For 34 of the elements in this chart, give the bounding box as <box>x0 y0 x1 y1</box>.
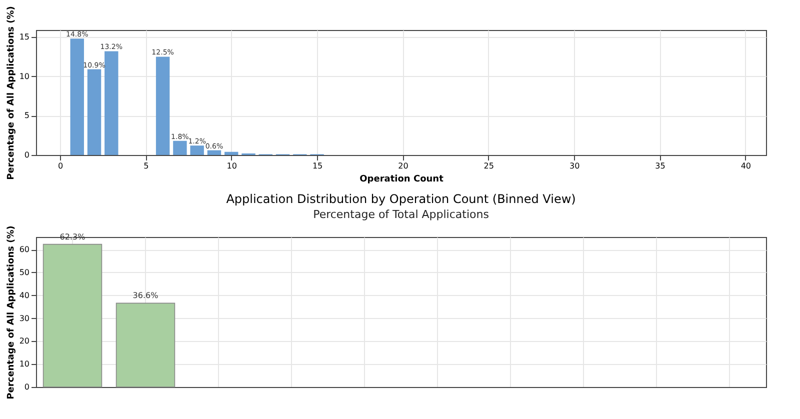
x-tick-label: 20 <box>398 162 408 170</box>
y-tick-label: 10 <box>19 360 30 369</box>
chart-subtitle: Percentage of Total Applications <box>313 208 490 222</box>
x-tick-label: 30 <box>569 162 580 170</box>
y-tick-label: 20 <box>19 336 30 346</box>
x-tick-label: 35 <box>655 162 666 170</box>
x-tick-label: 10 <box>226 162 237 170</box>
y-axis-title: Percentage of All Applications (%) <box>6 226 16 400</box>
y-tick-label: 40 <box>19 290 30 300</box>
x-tick-label: 40 <box>740 162 752 170</box>
bar <box>173 140 187 155</box>
chart-title: Application Distribution by Operation Count (Binned View) <box>226 192 576 206</box>
bar <box>70 38 84 155</box>
x-tick-label: 5 <box>144 162 149 170</box>
bar <box>156 56 170 155</box>
x-tick-label: 0 <box>58 162 64 170</box>
y-tick-label: 0 <box>24 382 30 392</box>
x-tick-label: 15 <box>312 162 323 170</box>
bar <box>224 152 238 155</box>
x-tick-label: 25 <box>484 162 494 170</box>
bar <box>104 51 118 155</box>
x-axis-title: Operation Count <box>360 174 444 184</box>
y-tick-label: 15 <box>19 32 30 42</box>
y-tick-label: 30 <box>19 314 30 323</box>
y-tick-label: 0 <box>24 150 30 160</box>
y-axis-title: Percentage of All Applications (%) <box>6 6 16 180</box>
bar <box>190 146 204 155</box>
bar <box>87 69 102 155</box>
y-tick-label: 10 <box>19 72 30 81</box>
data-label: 36.6% <box>132 291 159 300</box>
y-tick-label: 50 <box>19 268 30 277</box>
bar <box>207 150 222 155</box>
y-tick-label: 5 <box>24 111 30 120</box>
y-tick-label: 60 <box>19 245 30 254</box>
